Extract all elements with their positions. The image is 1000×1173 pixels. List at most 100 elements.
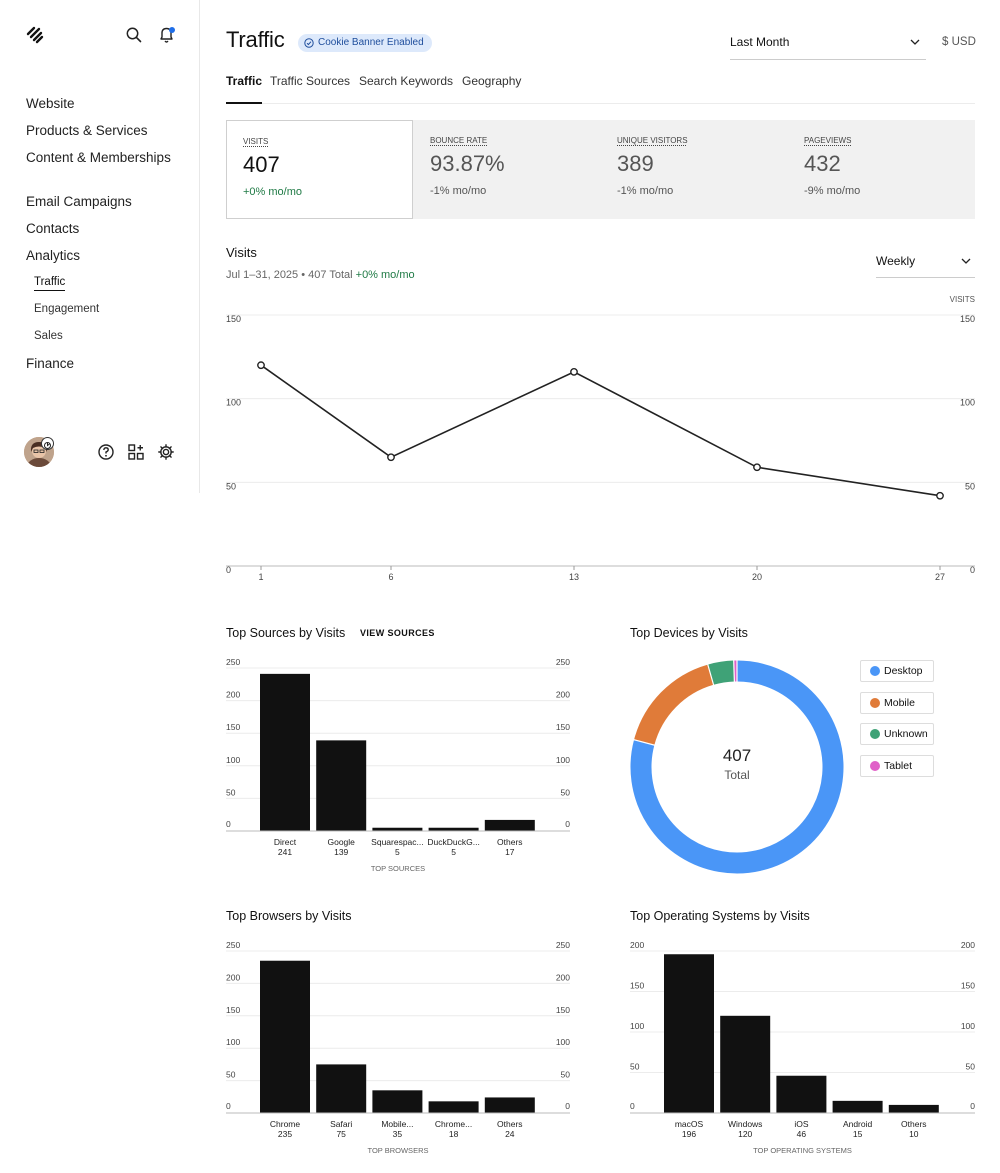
- visits-chart-title: Visits: [226, 245, 257, 260]
- nav-analytics[interactable]: Analytics: [26, 248, 81, 263]
- y-tick-label-right: 150: [961, 981, 975, 991]
- y-tick-label-left: 0: [226, 565, 231, 575]
- legend-mobile[interactable]: Mobile: [860, 692, 934, 714]
- x-tick-label: iOS: [794, 1119, 809, 1129]
- date-range-value: Last Month: [730, 35, 790, 49]
- legend-dot: [870, 729, 880, 739]
- nav-finance[interactable]: Finance: [26, 356, 75, 371]
- view-sources-link[interactable]: VIEW SOURCES: [360, 628, 435, 638]
- bar: [428, 827, 479, 831]
- x-tick-label: Squarespac...: [371, 837, 423, 847]
- legend-label: Mobile: [884, 697, 915, 709]
- nav-analytics-sales[interactable]: Sales: [34, 330, 63, 342]
- metric-change: -1% mo/mo: [430, 185, 487, 197]
- slice-separator: [707, 663, 715, 686]
- interval-value: Weekly: [876, 254, 916, 268]
- x-tick-label: Others: [901, 1119, 927, 1129]
- cookie-banner-badge-label: Cookie Banner Enabled: [318, 37, 424, 48]
- x-tick-label: 27: [935, 572, 945, 582]
- date-range-select[interactable]: Last Month: [730, 30, 926, 60]
- y-tick-label-right: 100: [960, 398, 975, 408]
- y-tick-label-left: 150: [226, 722, 240, 732]
- metric-change: +0% mo/mo: [243, 186, 302, 198]
- x-tick-label: Others: [497, 837, 523, 847]
- y-tick-label-left: 150: [630, 981, 644, 991]
- cookie-banner-badge[interactable]: Cookie Banner Enabled: [298, 34, 432, 52]
- tab-search-keywords[interactable]: Search Keywords: [359, 74, 454, 88]
- nav-content-memberships[interactable]: Content & Memberships: [26, 150, 171, 165]
- tab-traffic[interactable]: Traffic: [226, 74, 263, 104]
- metric-visits[interactable]: VISITS 407 +0% mo/mo: [226, 120, 413, 219]
- donut-slice-unknown: [707, 660, 735, 685]
- y-tick-label-right: 0: [565, 819, 570, 829]
- nav-analytics-traffic[interactable]: Traffic: [26, 269, 132, 296]
- x-tick-label: Google: [327, 837, 355, 847]
- y-tick-label-right: 0: [970, 565, 975, 575]
- y-tick-label-left: 150: [226, 314, 241, 324]
- nav-products-services[interactable]: Products & Services: [26, 123, 148, 138]
- squarespace-logo-icon[interactable]: [24, 24, 46, 46]
- help-icon[interactable]: [97, 443, 115, 461]
- metric-value: 389: [617, 151, 654, 176]
- x-tick-label: 13: [569, 572, 579, 582]
- metric-pageviews[interactable]: PAGEVIEWS 432 -9% mo/mo: [788, 120, 975, 219]
- y-tick-label-left: 200: [226, 690, 240, 700]
- y-tick-label-right: 200: [556, 972, 570, 982]
- metric-label: VISITS: [243, 137, 269, 146]
- visits-data-point: [257, 361, 265, 370]
- nav-contacts[interactable]: Contacts: [26, 221, 80, 236]
- donut-slice-desktop: [630, 660, 844, 874]
- bar-value-label: 120: [738, 1129, 752, 1139]
- tab-geography[interactable]: Geography: [462, 74, 522, 88]
- apps-grid-icon[interactable]: [127, 443, 145, 461]
- bar-value-label: 196: [682, 1129, 696, 1139]
- slice-separator: [633, 739, 655, 746]
- bar: [260, 673, 310, 831]
- legend-unknown[interactable]: Unknown: [860, 723, 934, 745]
- devices-total-label: Total: [724, 768, 750, 782]
- bar: [776, 1075, 827, 1113]
- legend-label: Desktop: [884, 665, 923, 677]
- y-tick-label-left: 0: [630, 1101, 635, 1111]
- x-tick-label: Android: [843, 1119, 873, 1129]
- bar: [664, 954, 714, 1113]
- top-devices-title: Top Devices by Visits: [630, 626, 748, 640]
- interval-select[interactable]: Weekly: [876, 250, 975, 278]
- metric-bounce-rate[interactable]: BOUNCE RATE 93.87% -1% mo/mo: [414, 120, 601, 219]
- bar-value-label: 18: [449, 1129, 459, 1139]
- bar: [316, 740, 367, 831]
- legend-tablet[interactable]: Tablet: [860, 755, 934, 777]
- nav-website[interactable]: Website: [26, 96, 75, 111]
- visits-line-chart: VISITS 0 0 50 50 100 100 150 150 1 6 13 20 27: [226, 295, 975, 582]
- y-tick-label-right: 0: [565, 1101, 570, 1111]
- metric-unique-visitors[interactable]: UNIQUE VISITORS 389 -1% mo/mo: [601, 120, 788, 219]
- legend-desktop[interactable]: Desktop: [860, 660, 934, 682]
- notifications-bell-icon[interactable]: [156, 24, 178, 46]
- top-sources-title: Top Sources by Visits: [226, 626, 346, 640]
- y-tick-label-left: 50: [226, 787, 236, 797]
- nav-analytics-engagement[interactable]: Engagement: [34, 303, 100, 315]
- search-icon[interactable]: [124, 25, 144, 45]
- settings-gear-icon[interactable]: [157, 443, 175, 461]
- tab-traffic-sources[interactable]: Traffic Sources: [270, 74, 351, 88]
- y-tick-label-right: 100: [961, 1021, 975, 1031]
- bar: [484, 1097, 535, 1113]
- nav-email-campaigns[interactable]: Email Campaigns: [26, 194, 132, 209]
- x-axis-label: TOP OPERATING SYSTEMS: [753, 1146, 852, 1155]
- x-tick-label: Windows: [728, 1119, 762, 1129]
- bar: [372, 1090, 423, 1113]
- bar-value-label: 75: [336, 1129, 346, 1139]
- y-tick-label-right: 150: [960, 314, 975, 324]
- x-tick-label: macOS: [675, 1119, 704, 1129]
- y-tick-label-left: 200: [630, 940, 644, 950]
- x-tick-label: Others: [497, 1119, 523, 1129]
- x-tick-label: Direct: [274, 837, 297, 847]
- metric-value: 407: [243, 152, 280, 177]
- visits-data-point: [936, 491, 944, 500]
- legend-label: Unknown: [884, 728, 928, 740]
- slice-separator: [733, 660, 735, 683]
- bar-value-label: 139: [334, 847, 348, 857]
- x-tick-label: 6: [388, 572, 393, 582]
- metric-change: -1% mo/mo: [617, 185, 674, 197]
- tabs: Traffic Traffic Sources Search Keywords …: [226, 72, 975, 104]
